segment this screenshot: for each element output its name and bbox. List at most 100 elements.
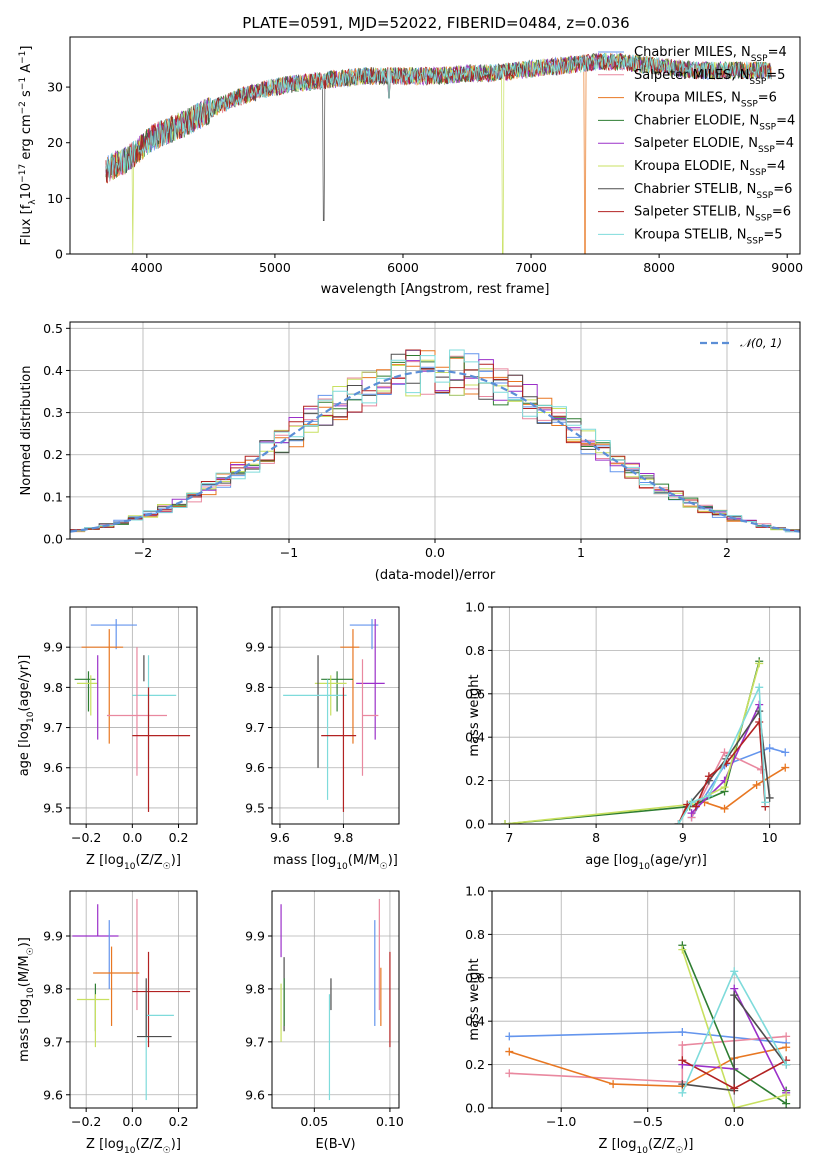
y-tick-label: 9.5 (245, 800, 265, 815)
y-tick-label: 1.0 (465, 600, 485, 615)
y-tick-label: 9.7 (43, 1034, 63, 1049)
weight-marker (674, 820, 683, 824)
mass-vs-Z-axes: −0.2 0.0 0.2 9.6 9.7 9.8 9.9 Z [log10(Z/Z☉)] mas… (17, 890, 198, 1156)
spectrum-lines (105, 52, 772, 254)
x-axis-label: (data-model)/error (375, 568, 496, 583)
data-point (361, 659, 379, 776)
error-bars (74, 619, 191, 812)
y-tick-label: 10 (47, 191, 63, 206)
legend-label: Chabrier MILES, NSSP=4 (634, 45, 787, 64)
x-tick-label: 0.05 (300, 1114, 328, 1129)
y-tick-label: 0.4 (43, 363, 63, 378)
x-axis-label: Z [log10(Z/Z☉)] (86, 1137, 181, 1156)
data-point (321, 671, 353, 712)
y-tick-label: 1.0 (465, 884, 485, 899)
y-tick-label: 0.8 (465, 927, 485, 942)
y-axis-label: mass [log10(M/M☉)] (17, 937, 36, 1062)
weight-marker (755, 683, 764, 692)
weight-series (682, 992, 787, 1092)
weight-marker (761, 798, 770, 807)
x-tick-label: 9.8 (333, 830, 353, 845)
weight-marker (752, 780, 761, 789)
data-point (74, 671, 96, 712)
x-tick-label: 0.10 (376, 1114, 404, 1129)
y-axis-label: Normed distribution (19, 366, 34, 496)
x-tick-label: 0.2 (169, 830, 189, 845)
y-tick-label: 0.0 (43, 532, 63, 547)
x-tick-label: 7 (505, 830, 513, 845)
legend-label: Chabrier STELIB, NSSP=6 (634, 182, 792, 201)
y-tick-label: 9.8 (245, 680, 265, 695)
x-tick-label: −0.5 (633, 1114, 663, 1129)
error-bars (283, 619, 385, 812)
weight-marker (678, 945, 687, 954)
weight-marker (505, 1069, 514, 1078)
mass-weight-vs-Z-axes: −1.0 −0.5 0.0 0.0 0.2 0.4 0.6 0.8 1.0 Z [log10(Z/… (465, 884, 801, 1156)
weight-marker (691, 802, 700, 811)
y-tick-label: 20 (47, 135, 63, 150)
weight-marker (505, 1047, 514, 1056)
x-tick-label: 8000 (643, 260, 675, 275)
x-axis-label: Z [log10(Z/Z☉)] (599, 1137, 694, 1156)
weight-marker (782, 1032, 791, 1041)
legend-label: Kroupa MILES, NSSP=6 (634, 91, 777, 110)
y-tick-label: 0.2 (465, 1057, 485, 1072)
x-tick-label: 9.6 (270, 830, 290, 845)
data-point (72, 904, 119, 937)
axes-frame (69, 36, 801, 255)
y-tick-label: 9.8 (245, 981, 265, 996)
y-axis-label: mass weight (467, 674, 482, 756)
x-tick-label: 9000 (771, 260, 803, 275)
data-point (76, 994, 110, 1048)
weight-marker (782, 1099, 791, 1108)
y-tick-label: 0.0 (465, 817, 485, 832)
x-tick-label: 0.0 (122, 830, 142, 845)
mass-vs-ebv-axes: 0.05 0.10 9.6 9.7 9.8 9.9 E(B-V) (245, 890, 404, 1152)
y-tick-label: 9.6 (43, 1087, 63, 1102)
weight-marker (782, 1043, 791, 1052)
x-tick-label: 0.2 (169, 1114, 189, 1129)
weight-lines (501, 657, 790, 824)
weight-marker (730, 967, 739, 976)
histograms (70, 349, 800, 539)
data-point (81, 629, 124, 744)
weight-marker (720, 748, 729, 757)
data-point (340, 629, 360, 744)
weight-marker (720, 804, 729, 813)
weight-series (704, 766, 786, 810)
x-tick-label: −2 (134, 545, 152, 560)
data-point (93, 946, 140, 1026)
x-axis-label: age [log10(age/yr)] (585, 853, 707, 872)
y-tick-label: 0.8 (465, 643, 485, 658)
data-point (283, 679, 347, 800)
axes-frame (271, 890, 400, 1109)
error-bars (280, 898, 391, 1101)
weight-marker (765, 793, 774, 802)
weight-marker (765, 744, 774, 753)
y-tick-label: 0.3 (43, 405, 63, 420)
weight-marker (501, 820, 510, 824)
y-tick-label: 9.6 (43, 760, 63, 775)
axes-frame (491, 890, 801, 1109)
y-tick-label: 0.2 (465, 773, 485, 788)
weight-marker (609, 1080, 618, 1089)
weight-marker (704, 791, 713, 800)
x-tick-label: −0.2 (71, 1114, 101, 1129)
x-axis-label: wavelength [Angstrom, rest frame] (321, 282, 550, 297)
histogram-series (70, 349, 800, 539)
x-axis-label: E(B-V) (315, 1137, 355, 1152)
y-tick-label: 0.1 (43, 489, 63, 504)
weight-marker (730, 991, 739, 1000)
weight-marker (755, 718, 764, 727)
legend-label: Salpeter ELODIE, NSSP=4 (634, 136, 794, 155)
y-tick-label: 9.7 (245, 720, 265, 735)
data-point (136, 978, 172, 1038)
weight-marker (782, 1090, 791, 1099)
x-tick-label: 5000 (259, 260, 291, 275)
weight-lines (505, 941, 791, 1108)
weight-marker (687, 798, 696, 807)
y-tick-label: 30 (47, 80, 63, 95)
x-axis-label: mass [log10(M/M☉)] (273, 853, 398, 872)
y-tick-label: 9.8 (43, 680, 63, 695)
weight-marker (505, 1032, 514, 1041)
